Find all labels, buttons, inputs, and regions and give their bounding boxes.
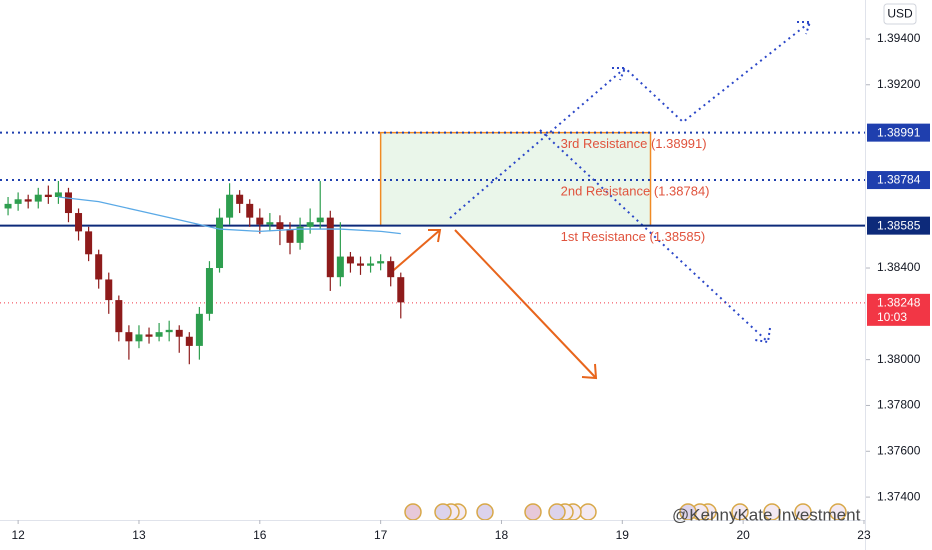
y-tick-label: 1.37800 [877,398,921,412]
x-tick-label: 16 [253,528,267,542]
arrow-head [581,363,598,380]
candle-body [236,194,244,204]
projection-up [449,21,811,219]
arrow-head [754,327,771,344]
candle-body [216,217,224,269]
currency-label: USD [887,7,913,21]
event-icon [524,503,542,521]
event-icon [548,503,566,521]
candle-body [377,261,385,264]
event-icons [404,503,847,521]
candle-body [316,217,324,223]
x-tick-label: 13 [132,528,146,542]
resistance-zone [379,131,652,227]
candle-body [296,226,304,243]
price-box-label: 1.38784 [877,173,921,187]
candle-body [4,203,12,209]
candle-body [346,256,354,264]
y-tick-label: 1.38000 [877,352,921,366]
candle-body [14,199,22,204]
projection-down [539,129,769,343]
candle-body [286,229,294,243]
x-tick-label: 12 [11,528,25,542]
price-box-label: 1.38991 [877,125,921,139]
moving-average [58,196,401,235]
candle-body [356,263,364,266]
candle-body [387,261,395,278]
candle-body [125,332,133,342]
x-tick-label: 23 [857,528,871,542]
candle-body [75,213,83,232]
y-tick-label: 1.38400 [877,260,921,274]
candle-body [95,254,103,280]
price-box-label: 1.38585 [877,218,921,232]
candle-body [175,329,183,337]
candle-body [256,217,264,225]
candle-body [54,192,62,198]
candle-body [276,222,284,230]
candle-body [367,263,375,266]
resistance-label: 3rd Resistance (1.38991) [561,136,707,151]
candle-body [306,222,314,227]
countdown-label: 10:03 [877,310,907,324]
candle-body [34,194,42,202]
background-layer [379,131,652,227]
price-box [867,123,930,142]
candle-body [246,203,254,218]
candle-body [85,231,93,255]
event-icon [579,503,597,521]
candle-body [205,268,213,314]
candle-body [336,256,344,278]
current-price-label: 1.38248 [877,296,921,310]
projection-drawings [387,21,812,380]
event-icon [476,503,494,521]
event-icon [404,503,422,521]
watermark: @KennyKate Investment [672,505,861,524]
event-icon [434,503,452,521]
x-tick-label: 17 [374,528,388,542]
candle-body [44,194,52,198]
candle-body [397,277,405,303]
resistance-label: 1st Resistance (1.38585) [561,229,706,244]
x-tick-label: 18 [495,528,509,542]
arrow-head [612,67,627,81]
candle-body [326,217,334,278]
candle-body [226,194,234,218]
candle-body [135,334,143,342]
candle-body [266,222,274,225]
price-box [867,171,930,190]
x-tick-label: 19 [616,528,630,542]
resistance-label: 2nd Resistance (1.38784) [561,183,710,198]
price-box [867,216,930,235]
candle-body [155,332,163,337]
candle-body [24,199,32,202]
candle-body [105,279,113,301]
y-tick-label: 1.37400 [877,489,921,503]
orange-arrow [387,229,441,276]
orange-arrow [454,229,597,379]
candle-body [115,300,123,333]
candle-body [165,329,173,333]
arrow-head [797,21,812,35]
candle-body [64,192,72,214]
x-tick-label: 20 [736,528,750,542]
currency-box [883,3,917,25]
y-tick-label: 1.39200 [877,77,921,91]
arrow-head [428,229,442,243]
y-tick-label: 1.39400 [877,31,921,45]
y-tick-label: 1.37600 [877,443,921,457]
candle-body [195,313,203,346]
candle-body [145,334,153,337]
current-price-box [867,293,930,326]
candle-body [185,336,193,346]
